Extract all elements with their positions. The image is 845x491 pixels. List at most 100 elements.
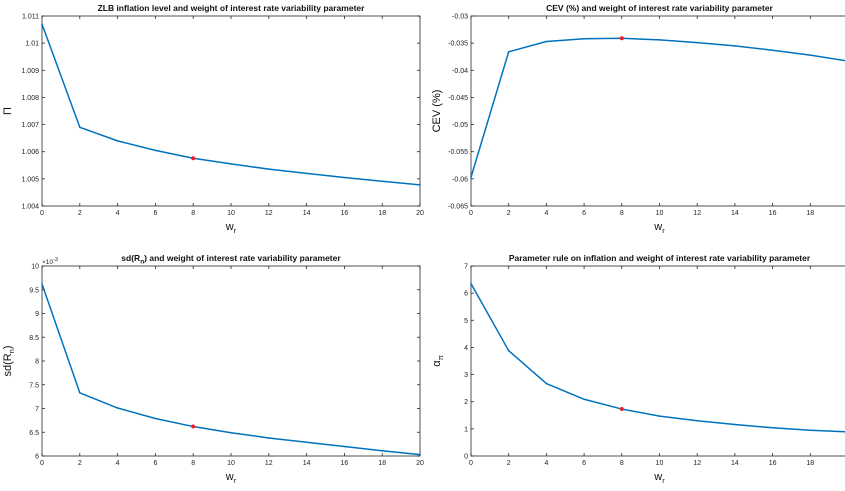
- x-label-subscript: r: [662, 226, 665, 235]
- x-label-main: w: [653, 471, 662, 483]
- data-point: [507, 51, 510, 53]
- highlight-marker: [191, 424, 196, 429]
- y-axis-label: απ: [431, 355, 445, 367]
- x-tick-label: 14: [731, 210, 739, 217]
- y-tick-label: -0.04: [452, 68, 468, 75]
- x-tick-label: 20: [416, 210, 424, 217]
- x-tick-label: 14: [303, 210, 311, 217]
- y-tick-label: 0: [464, 454, 468, 461]
- y-tick-label: 7.5: [29, 382, 39, 389]
- x-tick-label: 16: [341, 210, 349, 217]
- chart-panel: 0 2 4 6 8 10 12 14 16 18 20 1.004 1.005 1.006 1.007 1.0…: [2, 3, 424, 235]
- y-axis-label: Π: [2, 107, 14, 115]
- y-label-main: α: [431, 360, 443, 367]
- x-tick-label: 16: [769, 460, 777, 467]
- data-point: [305, 172, 308, 175]
- y-tick-label: 1: [464, 426, 468, 433]
- y-tick-label: 5: [464, 318, 468, 325]
- chart-panel: 024681012141618201234567Parameter rule o…: [431, 253, 845, 485]
- data-point: [419, 184, 421, 186]
- data-point: [771, 49, 774, 51]
- y-axis-label: CEV (%): [431, 90, 443, 133]
- y-tick-label: -0.035: [448, 41, 468, 48]
- x-tick-label: 12: [693, 460, 701, 467]
- y-tick-label: 6.5: [29, 430, 39, 437]
- title-text: Parameter rule on inflation and weight o…: [509, 253, 811, 263]
- series-line: [470, 283, 845, 433]
- x-tick-label: 10: [656, 460, 664, 467]
- x-tick-label: 16: [769, 210, 777, 217]
- series-line: [41, 283, 421, 456]
- data-point: [470, 176, 472, 179]
- x-label-main: w: [653, 221, 662, 233]
- data-point: [154, 149, 157, 152]
- y-tick-label: 8: [35, 359, 39, 366]
- x-tick-label: 16: [341, 460, 349, 467]
- data-point: [809, 429, 812, 432]
- x-tick-label: 10: [227, 460, 235, 467]
- y-tick-label: 1.01: [25, 41, 39, 48]
- x-tick-label: 6: [582, 460, 586, 467]
- y-tick-label: 1.008: [21, 95, 39, 102]
- x-label-main: w: [225, 221, 234, 233]
- y-tick-label: 1.004: [21, 204, 39, 211]
- y-tick-label: 1.007: [21, 122, 39, 129]
- y-tick-label: 6: [464, 291, 468, 298]
- x-tick-label: 6: [582, 210, 586, 217]
- chart-panel: 0 2 4 6 8 10 12 14 16 18 2066.577.588.599.510×10-3…: [2, 253, 424, 485]
- data-point: [470, 282, 472, 285]
- y-tick-label: 6: [35, 454, 39, 461]
- x-tick-label: 14: [731, 460, 739, 467]
- y-tick-label: 4: [464, 345, 468, 352]
- chart-title: Parameter rule on inflation and weight o…: [509, 253, 811, 263]
- chart-title: CEV (%) and weight of interest rate vari…: [546, 3, 773, 13]
- title-text: CEV (%) and weight of interest rate vari…: [546, 3, 773, 13]
- x-label-main: w: [225, 471, 234, 483]
- y-axis-exponent: ×10-3: [42, 257, 58, 266]
- plot-area-frame: [470, 15, 845, 207]
- x-tick-label: 0: [469, 210, 473, 217]
- x-tick-label: 4: [116, 460, 120, 467]
- data-point: [696, 41, 698, 44]
- data-point: [381, 449, 384, 452]
- x-tick-label: 8: [191, 210, 195, 217]
- highlight-marker: [619, 36, 624, 41]
- y-label-rest: ): [2, 345, 14, 349]
- y-tick-label: 1.011: [22, 14, 39, 21]
- x-tick-label: 18: [378, 210, 386, 217]
- highlight-marker: [191, 156, 196, 161]
- y-tick-label: -0.06: [452, 176, 468, 183]
- x-tick-label: 20: [416, 460, 424, 467]
- x-tick-label: 18: [806, 210, 814, 217]
- plot-area-frame: [470, 265, 845, 457]
- y-tick-label: 9.5: [29, 287, 39, 294]
- x-label-subscript: r: [234, 476, 237, 485]
- data-point: [116, 407, 119, 409]
- y-label-main: sd(R: [2, 353, 14, 376]
- y-tick-label: -0.045: [448, 95, 468, 102]
- data-point: [41, 283, 43, 285]
- data-point: [507, 349, 510, 352]
- data-point: [419, 453, 421, 456]
- data-point: [79, 392, 81, 394]
- data-point: [154, 417, 157, 420]
- y-axis-label: sd(Rn): [2, 345, 16, 376]
- y-label-main: Π: [2, 107, 14, 115]
- x-tick-label: 14: [303, 460, 311, 467]
- x-axis-label: wr: [653, 471, 665, 485]
- x-tick-label: 18: [378, 460, 386, 467]
- data-point: [658, 415, 661, 417]
- series-line: [470, 37, 845, 178]
- x-tick-label: 10: [656, 210, 664, 217]
- x-tick-label: 0: [40, 210, 44, 217]
- data-point: [545, 40, 548, 43]
- x-tick-label: 8: [191, 460, 195, 467]
- x-tick-label: 4: [544, 460, 548, 467]
- data-point: [230, 431, 232, 434]
- highlight-marker: [619, 407, 624, 412]
- y-tick-label: 7: [464, 264, 468, 271]
- y-label-main: CEV (%): [431, 90, 443, 133]
- y-tick-label: 9: [35, 311, 39, 318]
- x-label-subscript: r: [234, 226, 237, 235]
